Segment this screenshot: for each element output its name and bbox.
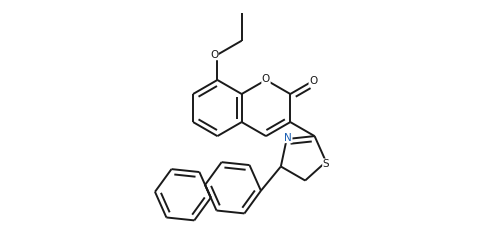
- Text: O: O: [261, 74, 270, 84]
- Text: O: O: [309, 76, 317, 86]
- Text: S: S: [322, 159, 329, 169]
- Text: O: O: [209, 50, 218, 60]
- Text: N: N: [284, 133, 291, 143]
